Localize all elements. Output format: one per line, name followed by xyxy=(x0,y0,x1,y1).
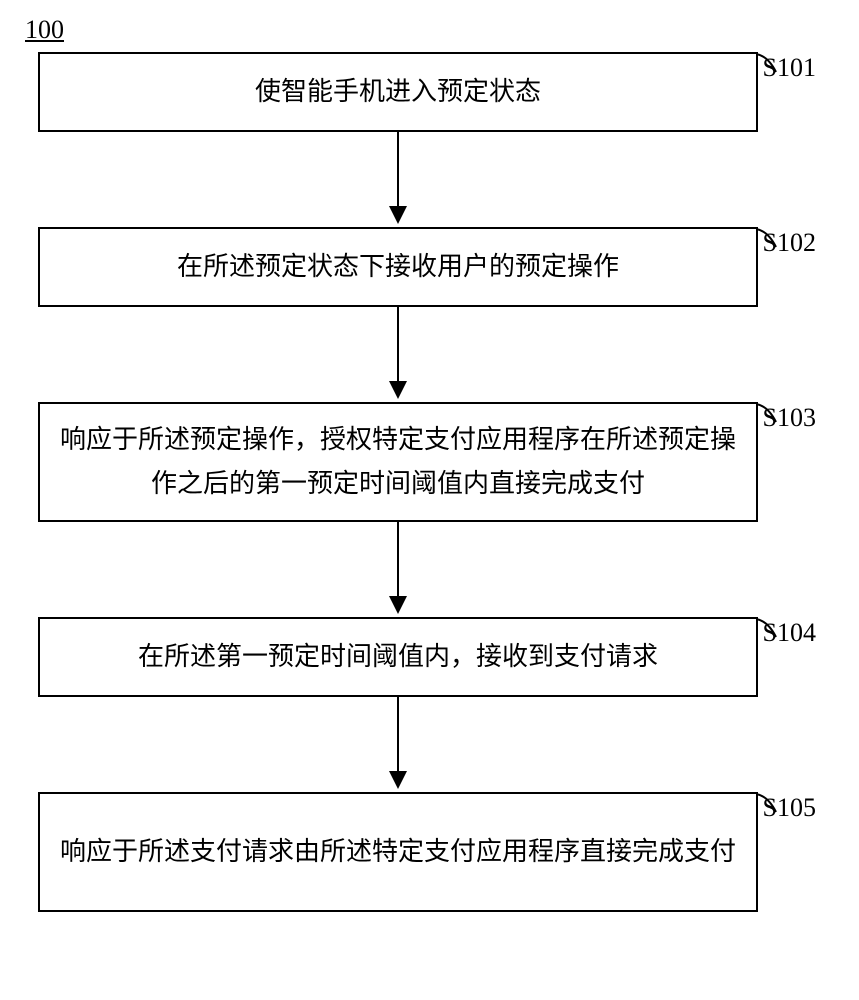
arrow xyxy=(38,132,758,227)
step-box-s104: S104 在所述第一预定时间阈值内，接收到支付请求 xyxy=(38,617,758,697)
arrow-line xyxy=(397,697,399,775)
step-label: S103 xyxy=(763,396,816,440)
step-label: S105 xyxy=(763,786,816,830)
arrow-line xyxy=(397,132,399,210)
step-text: 响应于所述预定操作，授权特定支付应用程序在所述预定操作之后的第一预定时间阈值内直… xyxy=(60,418,736,506)
arrow-head-icon xyxy=(389,381,407,399)
step-box-s103: S103 响应于所述预定操作，授权特定支付应用程序在所述预定操作之后的第一预定时… xyxy=(38,402,758,522)
step-label: S102 xyxy=(763,221,816,265)
step-label: S101 xyxy=(763,46,816,90)
arrow-head-icon xyxy=(389,206,407,224)
step-label: S104 xyxy=(763,611,816,655)
arrow xyxy=(38,697,758,792)
arrow-head-icon xyxy=(389,596,407,614)
arrow-line xyxy=(397,522,399,600)
step-box-s101: S101 使智能手机进入预定状态 xyxy=(38,52,758,132)
step-box-s105: S105 响应于所述支付请求由所述特定支付应用程序直接完成支付 xyxy=(38,792,758,912)
flowchart-number: 100 xyxy=(25,15,64,45)
step-text: 使智能手机进入预定状态 xyxy=(255,70,541,114)
arrow-head-icon xyxy=(389,771,407,789)
arrow xyxy=(38,307,758,402)
flowchart-container: S101 使智能手机进入预定状态 S102 在所述预定状态下接收用户的预定操作 … xyxy=(38,52,818,912)
step-text: 在所述第一预定时间阈值内，接收到支付请求 xyxy=(138,635,658,679)
arrow-line xyxy=(397,307,399,385)
step-text: 在所述预定状态下接收用户的预定操作 xyxy=(177,245,619,289)
step-text: 响应于所述支付请求由所述特定支付应用程序直接完成支付 xyxy=(60,830,736,874)
arrow xyxy=(38,522,758,617)
step-box-s102: S102 在所述预定状态下接收用户的预定操作 xyxy=(38,227,758,307)
